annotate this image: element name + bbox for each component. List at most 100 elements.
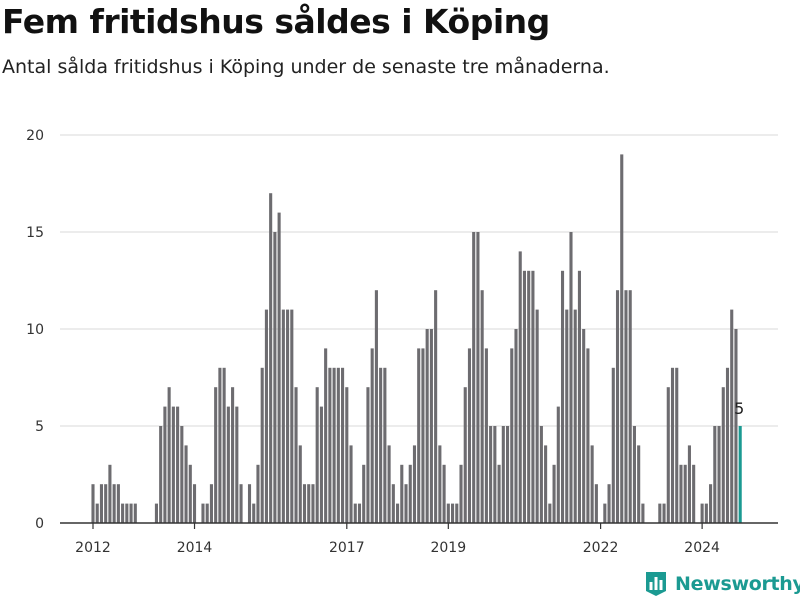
- bar: [666, 387, 670, 523]
- bar: [404, 484, 408, 523]
- bar: [163, 406, 167, 523]
- bar: [307, 484, 311, 523]
- bar: [400, 464, 404, 523]
- bar: [721, 387, 725, 523]
- bar: [239, 484, 243, 523]
- bar-chart-logo-icon: [646, 572, 666, 596]
- bar: [201, 503, 205, 523]
- bar: [565, 309, 569, 523]
- bar: [548, 503, 552, 523]
- bar: [391, 484, 395, 523]
- bar: [95, 503, 99, 523]
- bar: [188, 464, 192, 523]
- bar: [472, 232, 476, 523]
- bar: [345, 387, 349, 523]
- bar: [192, 484, 197, 523]
- bar: [637, 445, 641, 523]
- y-tick-label: 20: [26, 128, 44, 144]
- bar: [539, 426, 543, 523]
- bar: [357, 503, 362, 523]
- bar: [167, 387, 171, 523]
- bar: [467, 348, 472, 523]
- bar: [341, 367, 345, 523]
- y-tick-label: 0: [35, 516, 44, 532]
- bar: [408, 464, 412, 523]
- bar: [171, 406, 175, 523]
- bar: [510, 348, 514, 523]
- bar: [573, 309, 577, 523]
- bar: [531, 270, 535, 523]
- bar: [624, 290, 628, 523]
- bar: [302, 484, 307, 523]
- bar: [586, 348, 590, 523]
- bar: [734, 329, 738, 523]
- bar: [713, 426, 717, 523]
- y-tick-label: 15: [26, 225, 44, 241]
- bar: [687, 445, 691, 523]
- bar: [218, 367, 222, 523]
- bar: [332, 367, 336, 523]
- bar: [620, 154, 624, 523]
- bar: [125, 503, 129, 523]
- bar: [154, 503, 158, 523]
- bar: [518, 251, 522, 523]
- bar: [679, 464, 683, 523]
- bar: [121, 503, 125, 523]
- bar: [594, 484, 598, 523]
- bar: [607, 484, 611, 523]
- bar: [451, 503, 455, 523]
- bar: [603, 503, 607, 523]
- bar: [484, 348, 488, 523]
- bar: [387, 445, 391, 523]
- bar: [429, 329, 433, 523]
- bar: [417, 348, 421, 523]
- bar: [675, 367, 679, 523]
- bar: [353, 503, 357, 523]
- bar: [717, 426, 721, 523]
- bar: [374, 290, 378, 523]
- bar: [590, 445, 594, 523]
- bar: [324, 348, 328, 523]
- bar: [632, 426, 636, 523]
- bar: [535, 309, 539, 523]
- bar: [286, 309, 290, 523]
- bar: [560, 270, 565, 523]
- bar: [273, 232, 277, 523]
- brand-name: Newsworthy: [675, 573, 800, 595]
- bar: [260, 367, 264, 523]
- bar: [112, 484, 116, 523]
- highlight-value-label: 5: [734, 399, 744, 418]
- bar: [501, 426, 505, 523]
- bar: [611, 367, 615, 523]
- bar: [582, 329, 586, 523]
- bar: [421, 348, 425, 523]
- bar: [319, 406, 323, 523]
- bar: [658, 503, 662, 523]
- bar: [252, 503, 256, 523]
- bar: [442, 464, 446, 523]
- bar: [556, 406, 560, 523]
- bar: [336, 367, 340, 523]
- bar: [133, 503, 137, 523]
- bar: [412, 445, 417, 523]
- x-tick-label: 2014: [177, 540, 213, 556]
- bar: [569, 232, 573, 523]
- bar: [311, 484, 315, 523]
- bar: [235, 406, 239, 523]
- chart-title: Fem fritidshus såldes i Köping: [2, 2, 550, 41]
- bar: [290, 309, 294, 523]
- bar: [159, 426, 163, 523]
- bar: [434, 290, 438, 523]
- bar: [704, 503, 708, 523]
- bar: [116, 484, 120, 523]
- bar: [298, 445, 302, 523]
- bar: [527, 270, 531, 523]
- bar: [294, 387, 298, 523]
- bar: [349, 445, 353, 523]
- bar: [396, 503, 400, 523]
- bar: [247, 484, 252, 523]
- bar: [641, 503, 645, 523]
- bar: [379, 367, 383, 523]
- bar: [683, 464, 687, 523]
